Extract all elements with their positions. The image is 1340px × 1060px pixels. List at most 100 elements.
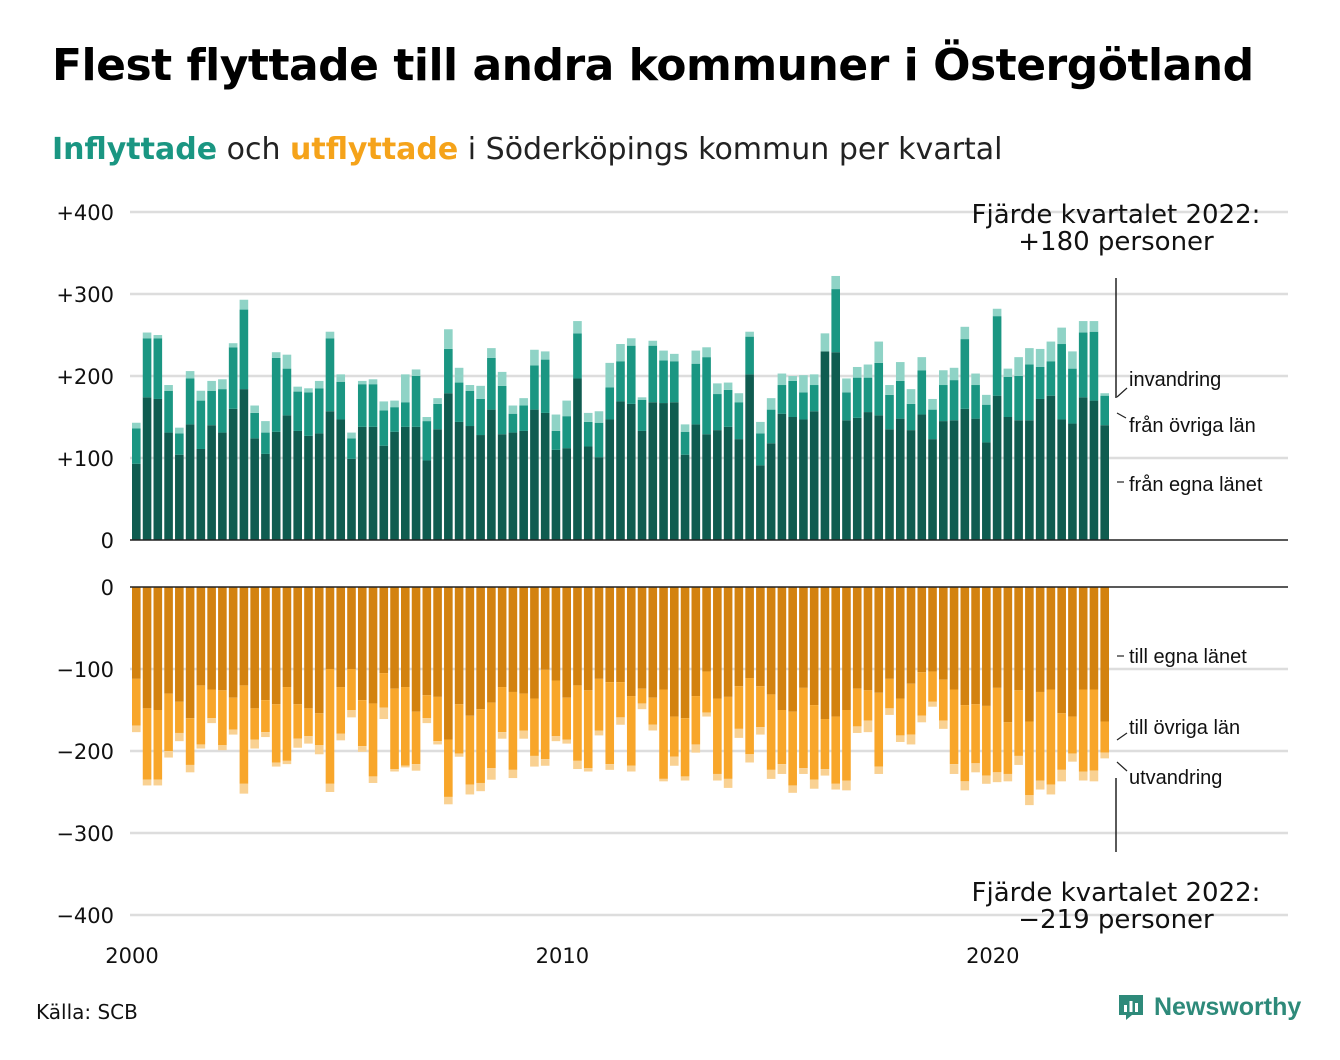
bar-out-other-county [314,713,324,746]
bar-out-own-county [433,587,442,697]
bar-out-own-county [1035,587,1045,692]
bar-out-own-county [250,587,259,709]
bar-out-emigration [142,779,152,786]
bar-out-other-county [175,701,184,733]
bar-in-own-county [519,430,528,540]
series-label-fran-ovriga-lan: från övriga län [1129,415,1256,437]
bar-in-immigration [228,343,238,348]
annotation-top-line1: Fjärde kvartalet 2022: [972,200,1261,230]
bar-out-emigration [971,763,980,773]
bar-in-immigration [680,424,690,432]
bar-in-own-county [508,432,518,540]
bar-in-other-county [863,377,873,413]
bar-in-own-county [680,454,690,540]
bar-in-immigration [616,344,625,362]
bar-out-emigration [175,732,184,742]
bar-in-other-county [142,338,152,398]
bar-out-other-county [454,704,464,754]
bar-in-other-county [196,400,206,449]
bar-out-other-county [1057,713,1066,770]
bar-out-own-county [734,587,744,687]
bar-out-emigration [433,741,442,745]
bar-out-other-county [465,715,475,785]
bar-out-emigration [723,778,733,788]
bar-in-other-county [422,421,432,461]
bar-out-emigration [863,720,873,733]
bar-out-emigration [992,772,1002,783]
bar-out-emigration [519,730,528,739]
bar-in-own-county [465,426,475,540]
bar-out-other-county [616,682,625,718]
bar-in-other-county [304,392,313,436]
bar-in-own-county [271,431,281,540]
bar-in-immigration [799,375,808,393]
bar-in-own-county [562,448,571,540]
bar-in-immigration [1046,341,1056,362]
bar-in-own-county [250,438,259,540]
bar-out-emigration [1046,784,1056,795]
bar-out-other-county [648,697,658,725]
bar-out-own-county [1046,587,1056,690]
bar-in-immigration [939,370,948,386]
bar-out-other-county [874,692,884,767]
bar-in-own-county [1057,419,1066,540]
bar-in-immigration [1057,327,1066,345]
bar-in-immigration [282,354,292,369]
bar-in-own-county [293,430,302,540]
bar-in-other-county [895,380,905,419]
bar-in-immigration [261,421,270,433]
bar-in-own-county [357,426,367,540]
bar-in-other-county [401,402,410,427]
bar-out-own-county [777,587,787,710]
bar-out-other-county [982,705,991,776]
bar-in-immigration [271,352,281,358]
bar-in-immigration [196,390,206,401]
bar-in-own-county [1003,417,1013,540]
bar-out-own-county [1014,587,1023,691]
bar-in-own-county [1068,423,1077,540]
bar-out-emigration [357,746,367,752]
bar-in-own-county [207,425,216,540]
bar-out-emigration [702,712,711,717]
bar-out-own-county [465,587,475,716]
bar-out-own-county [476,587,485,710]
bar-in-other-county [852,377,862,418]
bar-out-other-county [1078,689,1088,772]
bar-in-immigration [917,357,927,371]
bar-in-immigration [476,385,485,399]
bar-in-other-county [1025,364,1034,421]
bar-out-own-county [756,587,765,687]
bar-in-immigration [444,329,453,349]
bar-in-other-county [680,431,690,455]
bar-in-own-county [734,439,744,540]
bar-out-own-county [282,587,292,688]
bar-out-emigration [895,735,905,742]
bar-out-other-county [992,687,1002,773]
bar-in-immigration [368,379,378,385]
bar-in-own-county [788,417,797,540]
bar-out-own-county [637,587,647,689]
bar-out-emigration [261,732,270,738]
bar-out-other-county [1035,691,1045,781]
bar-in-own-county [885,429,894,540]
bar-out-emigration [379,707,389,720]
bar-in-immigration [713,383,722,395]
bar-out-emigration [648,724,658,731]
bar-in-other-county [939,385,948,422]
bar-in-immigration [314,380,324,389]
bar-out-emigration [788,785,797,793]
bar-in-other-county [1078,332,1088,398]
bar-in-other-county [164,390,173,433]
bar-in-other-county [551,430,561,450]
bar-out-other-county [293,704,302,739]
bar-in-other-county [594,422,604,458]
bar-out-emigration [508,769,518,779]
x-tick-label: 2020 [966,944,1019,968]
bar-out-own-county [971,587,980,705]
bar-out-emigration [766,769,776,779]
bar-in-own-county [605,419,615,540]
bar-out-own-county [982,587,991,706]
bar-out-own-county [1025,587,1034,722]
bar-in-immigration [971,373,980,386]
bar-in-immigration [519,398,528,406]
